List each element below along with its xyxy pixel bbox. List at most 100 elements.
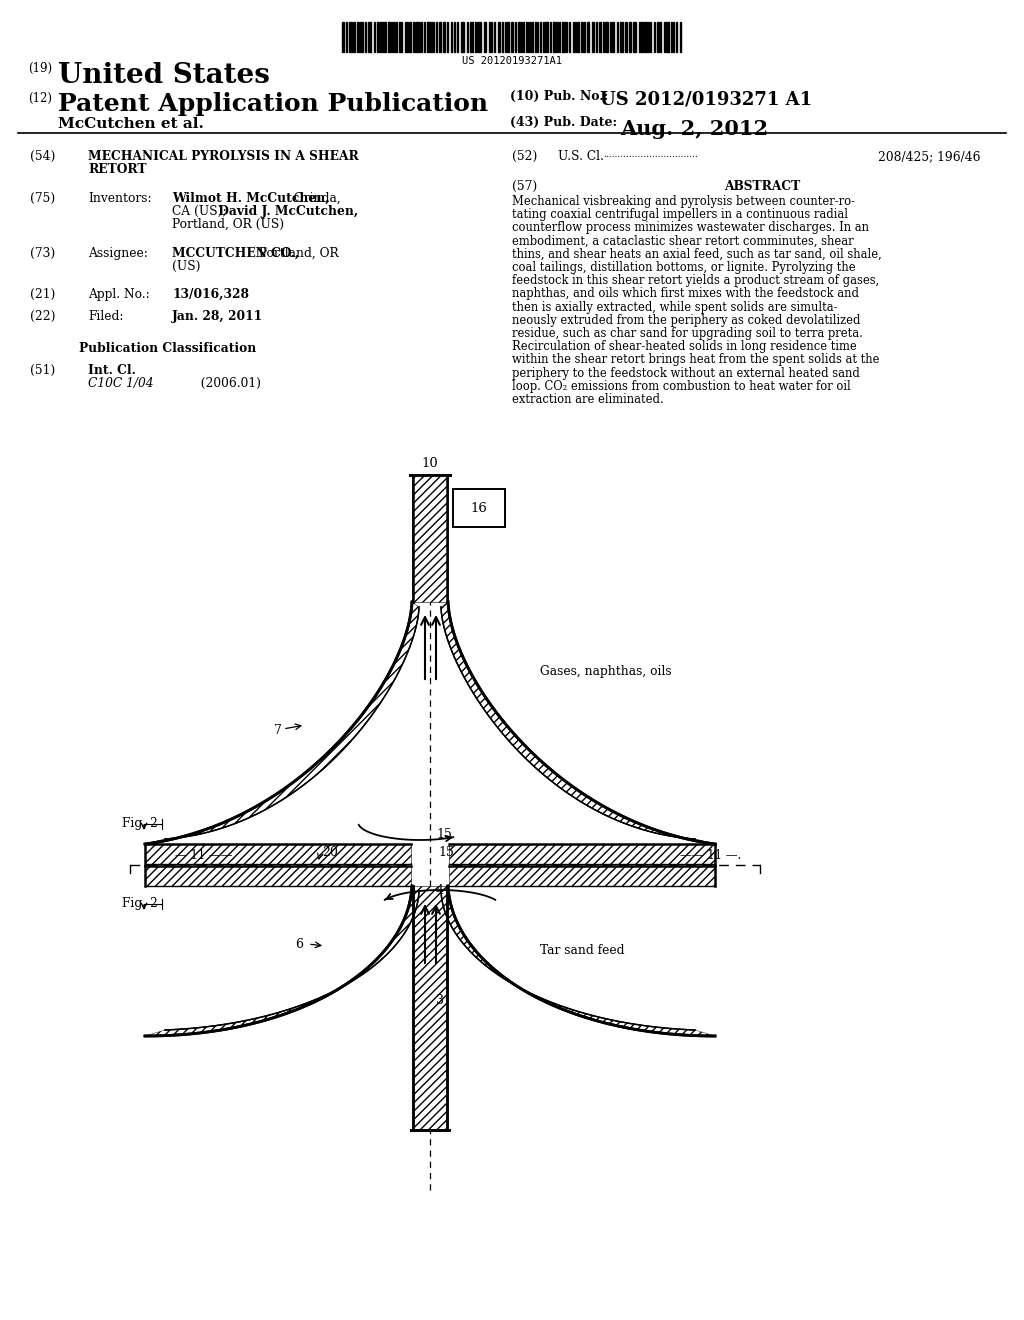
Text: ABSTRACT: ABSTRACT (724, 180, 800, 193)
Bar (629, 22, 631, 51)
Text: 6: 6 (295, 937, 303, 950)
Bar (625, 22, 627, 51)
Bar (641, 22, 643, 51)
Text: Aug. 2, 2012: Aug. 2, 2012 (620, 119, 768, 139)
Text: neously extruded from the periphery as coked devolatilized: neously extruded from the periphery as c… (512, 314, 860, 327)
Text: MCCUTCHEN CO.,: MCCUTCHEN CO., (172, 247, 299, 260)
Bar (583, 22, 585, 51)
Bar (498, 22, 500, 51)
Text: 208/425; 196/46: 208/425; 196/46 (878, 150, 980, 162)
Text: Jan. 28, 2011: Jan. 28, 2011 (172, 310, 263, 323)
Text: C10C 1/04: C10C 1/04 (88, 378, 154, 389)
Text: Wilmot H. McCutchen,: Wilmot H. McCutchen, (172, 191, 330, 205)
Text: U.S. Cl.: U.S. Cl. (558, 150, 604, 162)
Bar (620, 22, 623, 51)
Text: coal tailings, distillation bottoms, or lignite. Pyrolyzing the: coal tailings, distillation bottoms, or … (512, 261, 856, 275)
Text: CA (US);: CA (US); (172, 205, 226, 218)
Bar (368, 22, 371, 51)
Text: —— 11 —.: —— 11 —. (680, 849, 741, 862)
Bar (415, 22, 417, 51)
Bar (518, 22, 520, 51)
Text: MECHANICAL PYROLYSIS IN A SHEAR: MECHANICAL PYROLYSIS IN A SHEAR (88, 150, 358, 162)
Text: thins, and shear heats an axial feed, such as tar sand, oil shale,: thins, and shear heats an axial feed, su… (512, 248, 882, 261)
Bar (443, 22, 445, 51)
Bar (145, 866, 411, 886)
Bar (489, 22, 492, 51)
Text: (19): (19) (28, 62, 52, 75)
Polygon shape (145, 602, 419, 843)
Bar (657, 22, 659, 51)
Bar (413, 475, 447, 602)
Text: 13/016,328: 13/016,328 (172, 288, 249, 301)
Text: (22): (22) (30, 310, 55, 323)
Bar (449, 843, 715, 865)
Bar (349, 22, 351, 51)
Text: Gases, naphthas, oils: Gases, naphthas, oils (540, 665, 672, 678)
Bar (599, 22, 601, 51)
Bar (553, 22, 556, 51)
Bar (633, 22, 636, 51)
Text: (73): (73) (30, 247, 55, 260)
Text: counterflow process minimizes wastewater discharges. In an: counterflow process minimizes wastewater… (512, 222, 869, 235)
Text: (57): (57) (512, 180, 538, 193)
Bar (461, 22, 464, 51)
Bar (587, 22, 589, 51)
Bar (383, 22, 386, 51)
Bar (605, 22, 608, 51)
Text: Mechanical visbreaking and pyrolysis between counter-ro-: Mechanical visbreaking and pyrolysis bet… (512, 195, 855, 209)
Bar (577, 22, 579, 51)
Text: United States: United States (58, 62, 270, 88)
Bar (399, 22, 402, 51)
Text: (54): (54) (30, 150, 55, 162)
Text: residue, such as char sand for upgrading soil to terra preta.: residue, such as char sand for upgrading… (512, 327, 863, 341)
Bar (507, 22, 509, 51)
Text: 20: 20 (323, 846, 338, 859)
Text: Portland, OR (US): Portland, OR (US) (172, 218, 284, 231)
Text: feedstock in this shear retort yields a product stream of gases,: feedstock in this shear retort yields a … (512, 275, 880, 288)
Text: Fig. 2: Fig. 2 (122, 898, 158, 911)
Bar (409, 22, 411, 51)
Text: David J. McCutchen,: David J. McCutchen, (214, 205, 358, 218)
Text: Appl. No.:: Appl. No.: (88, 288, 150, 301)
Text: 10: 10 (422, 457, 438, 470)
Text: McCutchen et al.: McCutchen et al. (58, 117, 204, 131)
Bar (360, 22, 362, 51)
Bar (470, 22, 473, 51)
Text: Assignee:: Assignee: (88, 247, 147, 260)
Text: (12): (12) (28, 92, 52, 106)
Text: (2006.01): (2006.01) (158, 378, 261, 389)
Bar (592, 22, 594, 51)
Text: US 2012/0193271 A1: US 2012/0193271 A1 (600, 90, 812, 108)
Bar (666, 22, 669, 51)
Text: .................................: ................................. (603, 150, 698, 158)
Text: Publication Classification: Publication Classification (80, 342, 257, 355)
Text: (43) Pub. Date:: (43) Pub. Date: (510, 116, 617, 129)
Text: (US): (US) (172, 260, 201, 273)
Text: 4: 4 (436, 884, 444, 898)
Text: naphthas, and oils which first mixes with the feedstock and: naphthas, and oils which first mixes wit… (512, 288, 859, 301)
Bar (484, 22, 486, 51)
Bar (477, 22, 479, 51)
Text: (52): (52) (512, 150, 538, 162)
Bar (545, 22, 548, 51)
Text: extraction are eliminated.: extraction are eliminated. (512, 393, 664, 407)
Text: loop. CO₂ emissions from combustion to heat water for oil: loop. CO₂ emissions from combustion to h… (512, 380, 851, 393)
Text: embodiment, a cataclastic shear retort comminutes, shear: embodiment, a cataclastic shear retort c… (512, 235, 854, 248)
Text: Tar sand feed: Tar sand feed (540, 944, 625, 957)
Text: then is axially extracted, while spent solids are simulta-: then is axially extracted, while spent s… (512, 301, 838, 314)
Bar (395, 22, 397, 51)
Bar (357, 22, 359, 51)
Text: Filed:: Filed: (88, 310, 124, 323)
Text: 7: 7 (274, 723, 282, 737)
Bar (511, 22, 513, 51)
Bar (377, 22, 379, 51)
Text: Portland, OR: Portland, OR (255, 247, 339, 260)
Bar (439, 22, 441, 51)
Bar (388, 22, 390, 51)
Text: 15: 15 (436, 828, 452, 841)
Bar (413, 886, 447, 1130)
Bar (427, 22, 430, 51)
Text: 15: 15 (438, 846, 454, 859)
Bar (380, 22, 382, 51)
Bar (453, 488, 505, 527)
